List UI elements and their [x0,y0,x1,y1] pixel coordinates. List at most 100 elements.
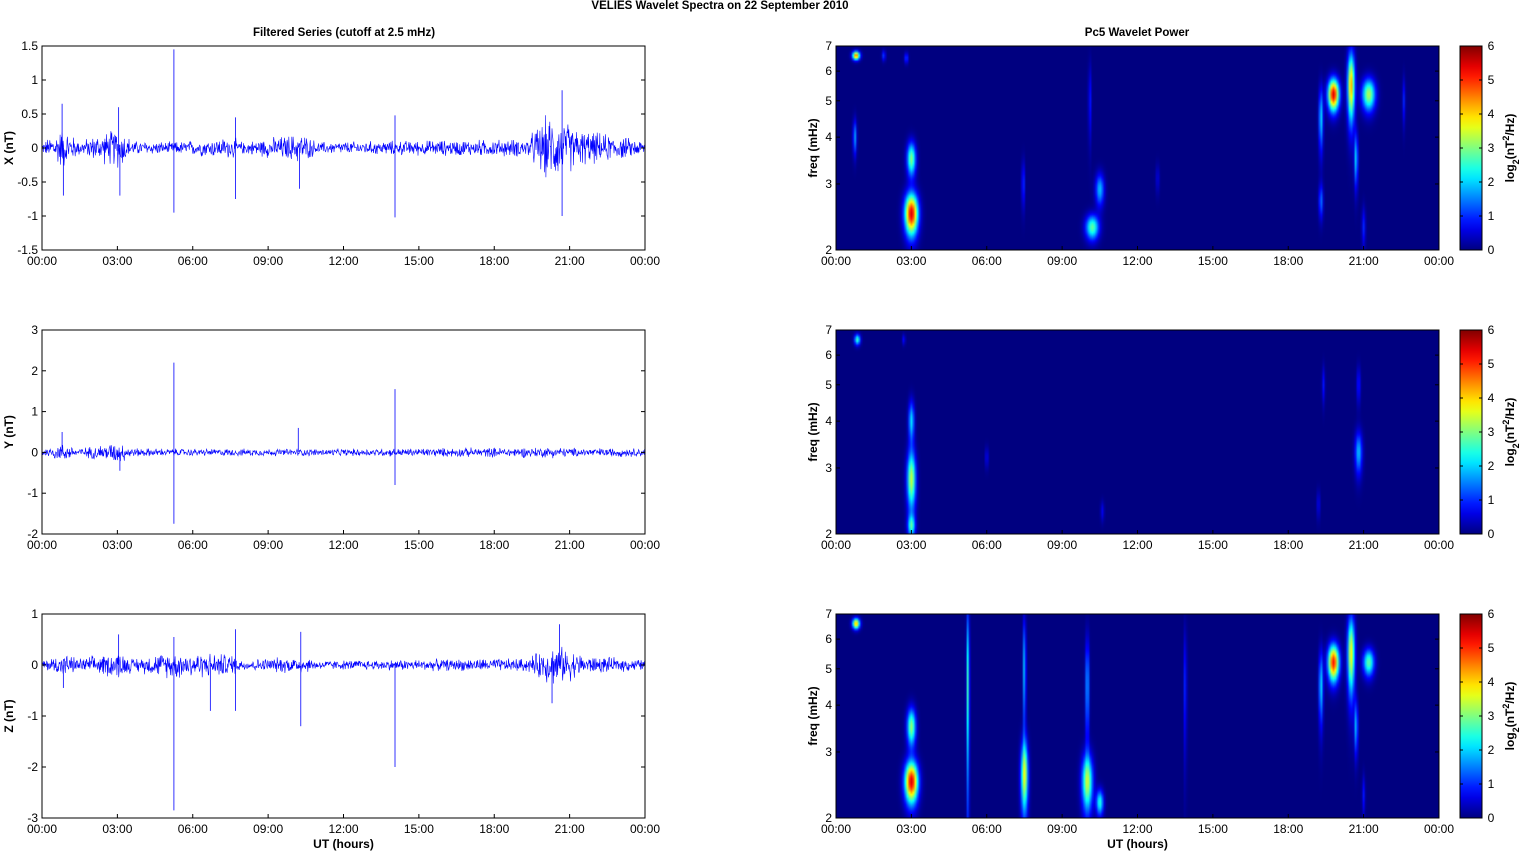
heatmap-panel-1-colorbar-tick-label: 4 [1488,107,1495,121]
heatmap-panel-1-x-tick-label: 09:00 [1047,254,1077,268]
heatmap-panel-3-y-tick-label: 7 [825,607,832,621]
line-panel-1-x-tick-label: 12:00 [328,254,358,268]
heatmap-panel-3-x-tick-label: 21:00 [1349,822,1379,836]
heatmap-panel-1-y-tick-label: 4 [825,130,832,144]
line-panel-3-x-tick-label: 18:00 [479,822,509,836]
line-panel-2-x-tick-label: 12:00 [328,538,358,552]
line-panel-1-x-tick-label: 21:00 [555,254,585,268]
heatmap-panel-1-y-tick-label: 5 [825,94,832,108]
panels: -1.5-1-0.500.511.500:00 03:00 06:00 09:00 12… [2,39,1521,851]
heatmap-panel-3-x-tick-label: 00:00 [1424,822,1454,836]
line-panel-3-x-tick-label: 00:00 [630,822,660,836]
heatmap-panel-2-x-tick-label: 03:00 [896,538,926,552]
line-panel-1-x-tick-label: 03:00 [102,254,132,268]
heatmap-panel-3-power-map [836,614,1439,818]
line-panel-3-y-tick-label: -2 [27,760,38,774]
line-panel-3-x-tick-label: 06:00 [178,822,208,836]
heatmap-panel-3-y-tick-label: 6 [825,632,832,646]
heatmap-panel-2-colorbar-label: log2(nT2/Hz) [1501,398,1521,467]
heatmap-panel-2-y-tick-label: 4 [825,414,832,428]
heatmap-panel-1: 2 3 4 5 6 7 00:00 03:00 06:00 09:00 12:00 15:00 18:0… [806,39,1521,268]
heatmap-panel-2-x-tick-label: 06:00 [972,538,1002,552]
line-panel-2-y-tick-label: -1 [27,486,38,500]
heatmap-panel-1-y-tick-label: 2 [825,243,832,257]
heatmap-panel-2-y-tick-label: 7 [825,323,832,337]
heatmap-panel-2-power-map [836,330,1439,534]
line-panel-3-x-tick-label: 03:00 [102,822,132,836]
line-panel-1: -1.5 -1 -0.5 0 0.5 1 1.5 00:00 03:00 06:00 09:00 12… [2,39,660,268]
heatmap-panel-1-colorbar [1459,45,1483,251]
heatmap-panel-1-y-tick-label: 7 [825,39,832,53]
heatmap-panel-3-y-tick-label: 4 [825,698,832,712]
heatmap-panel-3-x-tick-label: 03:00 [896,822,926,836]
right-column-title: Pc5 Wavelet Power [1085,27,1190,39]
heatmap-panel-2-x-tick-label: 00:00 [1424,538,1454,552]
heatmap-panel-3-colorbar [1459,613,1483,819]
line-panel-3-x-tick-label: 21:00 [555,822,585,836]
heatmap-panel-2-colorbar-tick-label: 2 [1488,459,1495,473]
line-panel-1-x-tick-label: 09:00 [253,254,283,268]
line-panel-1-x-tick-label: 18:00 [479,254,509,268]
heatmap-panel-2-colorbar-tick-label: 1 [1488,493,1495,507]
heatmap-panel-2-x-tick-label: 21:00 [1349,538,1379,552]
line-panel-1-y-tick-label: 0.5 [21,107,38,121]
heatmap-panel-2-colorbar-tick-label: 4 [1488,391,1495,405]
heatmap-panel-3-colorbar-tick-label: 5 [1488,641,1495,655]
left-column-title: Filtered Series (cutoff at 2.5 mHz) [253,27,435,39]
heatmap-panel-2-colorbar-tick-label: 5 [1488,357,1495,371]
heatmap-panel-3-x-tick-label: 09:00 [1047,822,1077,836]
line-panel-2-y-tick-label: -2 [27,527,38,541]
heatmap-panel-3-x-label: UT (hours) [1107,837,1168,851]
line-panel-2-background [42,330,645,534]
heatmap-panel-2-x-tick-label: 09:00 [1047,538,1077,552]
heatmap-panel-2-y-tick-label: 3 [825,461,832,475]
line-panel-1-y-tick-label: 1.5 [21,39,38,53]
heatmap-panel-1-colorbar-tick-label: 1 [1488,209,1495,223]
line-panel-1-x-tick-label: 06:00 [178,254,208,268]
line-panel-1-series-line [42,115,645,178]
line-panel-3-x-tick-label: 15:00 [404,822,434,836]
line-panel-3-x-tick-label: 09:00 [253,822,283,836]
heatmap-panel-1-colorbar-tick-label: 2 [1488,175,1495,189]
line-panel-2-x-tick-label: 03:00 [102,538,132,552]
heatmap-panel-1-x-tick-label: 21:00 [1349,254,1379,268]
heatmap-panel-1-y-tick-label: 6 [825,64,832,78]
heatmap-panel-3-x-tick-label: 00:00 [821,822,851,836]
line-panel-2-y-tick-label: 3 [31,323,38,337]
heatmap-panel-2-y-label: freq (mHz) [806,402,820,461]
heatmap-panel-3-colorbar-label: log2(nT2/Hz) [1501,682,1521,751]
line-panel-2-x-tick-label: 00:00 [27,538,57,552]
heatmap-panel-2-x-tick-label: 00:00 [821,538,851,552]
heatmap-panel-3-colorbar-tick-label: 2 [1488,743,1495,757]
heatmap-panel-1-colorbar-tick-label: 5 [1488,73,1495,87]
heatmap-panel-2-y-tick-label: 2 [825,527,832,541]
line-panel-2-y-tick-label: 2 [31,364,38,378]
heatmap-panel-1-colorbar-tick-label: 0 [1488,243,1495,257]
heatmap-panel-1-y-label: freq (mHz) [806,118,820,177]
line-panel-2-y-label: Y (nT) [2,415,16,449]
line-panel-2-series-line [42,444,645,462]
heatmap-panel-1-x-tick-label: 06:00 [972,254,1002,268]
heatmap-panel-2-y-tick-label: 5 [825,378,832,392]
line-panel-1-y-tick-label: -1 [27,209,38,223]
line-panel-1-y-label: X (nT) [2,131,16,165]
line-panel-3-y-tick-label: -1 [27,709,38,723]
heatmap-panel-2-x-tick-label: 15:00 [1198,538,1228,552]
heatmap-panel-2: 2 3 4 5 6 7 00:00 03:00 06:00 09:00 12:00 15:00 18:0… [806,323,1521,552]
line-panel-2-x-tick-label: 15:00 [404,538,434,552]
heatmap-panel-2-colorbar-tick-label: 6 [1488,323,1495,337]
heatmap-panel-3: 2 3 4 5 6 7 00:00 03:00 06:00 09:00 12:00 15:00 18:0… [806,607,1521,851]
heatmap-panel-2-colorbar-tick-label: 3 [1488,425,1495,439]
line-panel-2-x-tick-label: 21:00 [555,538,585,552]
heatmap-panel-3-x-tick-label: 06:00 [972,822,1002,836]
line-panel-2: -2 -1 0 1 2 3 00:00 03:00 06:00 09:00 12:00 15:00 18… [2,323,660,552]
heatmap-panel-3-colorbar-tick-label: 1 [1488,777,1495,791]
heatmap-panel-3-y-label: freq (mHz) [806,686,820,745]
line-panel-1-x-tick-label: 15:00 [404,254,434,268]
heatmap-panel-1-y-tick-label: 3 [825,177,832,191]
line-panel-3-x-tick-label: 00:00 [27,822,57,836]
line-panel-1-y-tick-label: -1.5 [17,243,38,257]
heatmap-panel-3-x-tick-label: 12:00 [1122,822,1152,836]
line-panel-2-x-tick-label: 09:00 [253,538,283,552]
